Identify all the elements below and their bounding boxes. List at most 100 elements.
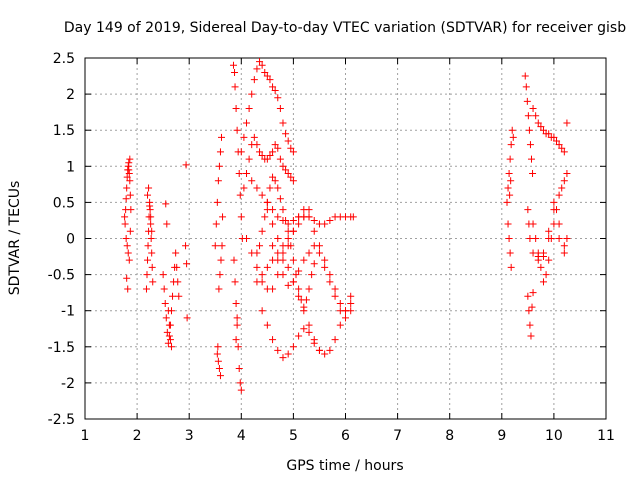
data-point xyxy=(258,61,266,69)
data-point xyxy=(121,213,129,221)
data-point xyxy=(553,137,561,145)
data-point xyxy=(142,285,150,293)
data-point xyxy=(295,332,303,340)
data-point xyxy=(527,155,535,163)
data-point xyxy=(237,213,245,221)
data-point xyxy=(124,285,132,293)
data-point xyxy=(308,271,316,279)
data-point xyxy=(532,235,540,242)
data-point xyxy=(525,126,533,134)
data-point xyxy=(248,177,256,185)
data-point xyxy=(182,161,190,169)
data-point xyxy=(287,144,295,152)
data-point xyxy=(127,206,135,214)
data-point xyxy=(216,271,224,279)
data-point xyxy=(148,249,156,257)
data-point xyxy=(563,235,571,242)
data-point xyxy=(542,271,550,279)
data-point xyxy=(245,155,253,163)
data-point xyxy=(250,133,258,141)
data-point xyxy=(504,220,512,228)
data-point xyxy=(243,170,251,178)
data-point xyxy=(560,249,568,257)
data-point xyxy=(555,220,563,228)
data-point xyxy=(258,151,266,159)
data-point xyxy=(256,148,264,156)
data-point xyxy=(295,220,303,228)
data-point xyxy=(336,299,344,307)
data-point xyxy=(271,177,279,185)
data-point xyxy=(504,184,512,192)
data-point xyxy=(331,285,339,293)
data-point xyxy=(232,336,240,344)
data-point xyxy=(279,354,287,362)
data-point xyxy=(274,249,282,257)
data-point xyxy=(532,112,540,120)
data-point xyxy=(321,263,329,271)
y-tick-label: -2.5 xyxy=(48,412,75,428)
data-point xyxy=(321,220,329,228)
data-point xyxy=(276,155,284,163)
data-point xyxy=(229,61,237,69)
data-point xyxy=(149,278,157,286)
data-point xyxy=(243,235,251,242)
data-point xyxy=(282,130,290,138)
x-tick-label: 2 xyxy=(133,428,142,444)
chart-title: Day 149 of 2019, Sidereal Day-to-day VTE… xyxy=(64,20,626,36)
data-point xyxy=(523,97,531,105)
y-axis-label: SDTVAR / TECUs xyxy=(7,181,23,296)
data-point xyxy=(144,191,152,199)
data-point xyxy=(269,220,277,228)
data-point xyxy=(284,350,292,358)
data-point xyxy=(507,263,515,271)
data-point xyxy=(122,195,130,203)
data-point xyxy=(524,112,532,120)
data-point xyxy=(284,235,292,242)
data-point xyxy=(124,249,132,257)
data-point xyxy=(279,242,287,250)
data-point xyxy=(326,346,334,354)
data-point xyxy=(125,166,133,174)
data-point xyxy=(292,271,300,279)
x-tick-label: 9 xyxy=(497,428,506,444)
data-point xyxy=(342,314,349,322)
data-point xyxy=(289,278,297,286)
data-point xyxy=(213,350,221,358)
data-point xyxy=(214,177,222,185)
data-point xyxy=(550,206,558,214)
data-point xyxy=(509,133,517,141)
data-point xyxy=(218,242,226,250)
data-point xyxy=(302,296,310,304)
data-point xyxy=(162,200,170,208)
data-point xyxy=(274,184,282,192)
data-points xyxy=(121,58,571,394)
data-point xyxy=(169,292,177,300)
y-tick-label: -1.5 xyxy=(48,340,75,356)
data-point xyxy=(269,83,277,91)
data-point xyxy=(284,227,292,235)
data-point xyxy=(505,170,513,178)
data-point xyxy=(175,292,183,300)
x-tick-label: 10 xyxy=(545,428,563,444)
data-point xyxy=(284,263,292,271)
data-point xyxy=(300,213,308,221)
data-point xyxy=(555,191,563,199)
data-point xyxy=(123,274,131,282)
data-point xyxy=(218,133,226,141)
data-point xyxy=(524,206,532,214)
y-tick-label: 1 xyxy=(66,159,75,175)
data-point xyxy=(126,177,134,185)
data-point xyxy=(300,303,308,311)
data-point xyxy=(214,343,222,351)
x-tick-label: 11 xyxy=(597,428,615,444)
data-point xyxy=(256,242,264,250)
data-point xyxy=(274,235,282,242)
data-point xyxy=(305,321,313,329)
data-point xyxy=(253,141,261,149)
data-point xyxy=(236,191,244,199)
data-point xyxy=(560,148,568,156)
data-point xyxy=(508,126,516,134)
data-point xyxy=(506,155,514,163)
data-point xyxy=(263,321,271,329)
data-point xyxy=(274,94,282,102)
